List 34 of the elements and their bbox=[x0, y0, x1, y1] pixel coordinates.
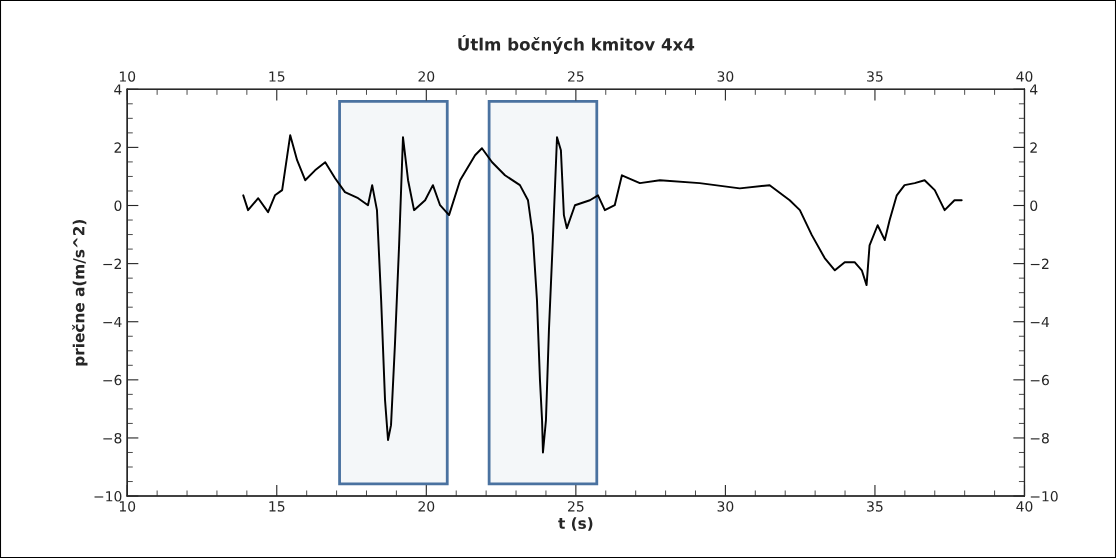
x2-tick-label: 40 bbox=[1016, 71, 1033, 82]
x-tick-label: 10 bbox=[119, 501, 136, 512]
y-tick-label: 0 bbox=[114, 200, 122, 211]
line-series bbox=[242, 134, 963, 454]
x-tick-label: 30 bbox=[717, 501, 734, 512]
y2-tick-label: 2 bbox=[1030, 142, 1037, 153]
y2-tick-label: 4 bbox=[1030, 84, 1038, 95]
y-tick-label: −4 bbox=[103, 316, 122, 327]
x2-tick-label: 35 bbox=[867, 71, 883, 82]
y2-tick-label: 0 bbox=[1030, 200, 1038, 211]
y2-tick-label: −2 bbox=[1030, 258, 1049, 269]
y2-tick-label: −10 bbox=[1030, 491, 1058, 502]
x-tick-label: 20 bbox=[418, 501, 435, 512]
y-axis-title: priečne a(m/s^2) bbox=[72, 220, 88, 366]
x-tick-label: 15 bbox=[269, 501, 285, 512]
x2-tick-label: 15 bbox=[269, 71, 285, 82]
y-tick-label: −2 bbox=[103, 258, 121, 269]
y2-tick-label: −4 bbox=[1030, 316, 1050, 327]
chart-title: Útlm bočných kmitov 4x4 bbox=[458, 34, 695, 54]
y-tick-label: 4 bbox=[114, 84, 122, 95]
y2-tick-label: −6 bbox=[1030, 374, 1049, 386]
x-tick-label: 25 bbox=[568, 501, 584, 512]
y-tick-label: 2 bbox=[114, 142, 121, 153]
x2-tick-label: 10 bbox=[119, 71, 136, 82]
x-tick-label: 35 bbox=[867, 501, 883, 512]
y-tick-label: −6 bbox=[103, 374, 122, 386]
y2-tick-label: −8 bbox=[1030, 432, 1049, 444]
y-tick-label: −10 bbox=[94, 491, 122, 502]
x-tick-label: 40 bbox=[1016, 501, 1033, 512]
y-tick-label: −8 bbox=[103, 432, 122, 444]
x-axis-title: t (s) bbox=[558, 517, 593, 531]
x2-tick-label: 20 bbox=[418, 71, 435, 82]
x2-tick-label: 30 bbox=[717, 71, 734, 82]
x2-tick-label: 25 bbox=[568, 71, 584, 82]
